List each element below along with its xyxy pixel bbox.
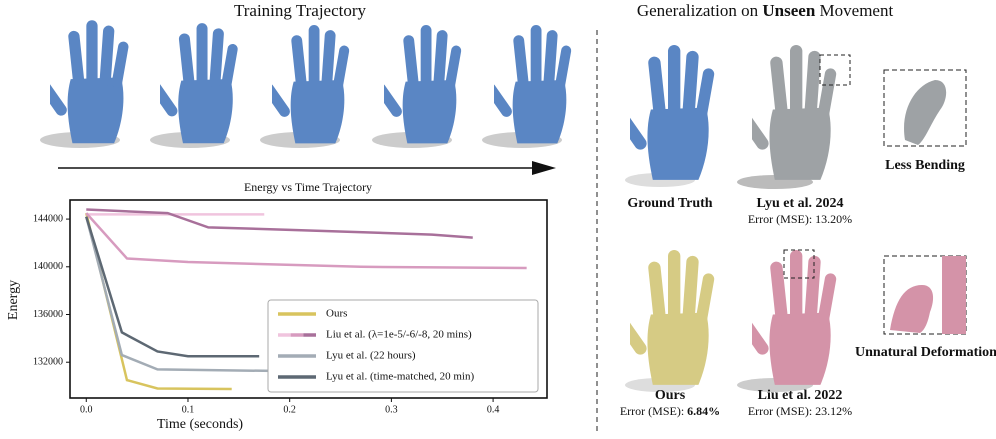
training-hands [40,20,572,148]
plot-frame [69,199,548,399]
training-title: Training Trajectory [234,1,367,20]
caption: Ours [655,388,686,403]
series-line [85,212,527,270]
x-tick-label: 0.4 [487,404,500,415]
chart-title: Energy vs Time Trajectory [244,180,372,194]
y-tick-label: 136000 [33,309,63,320]
caption: Ground Truth [627,196,712,211]
time-arrow [58,161,556,175]
error-text: Error (MSE): 13.20% [748,212,852,226]
y-tick-label: 132000 [33,357,63,368]
series-line [86,208,473,239]
caption: Less Bending [885,158,965,173]
y-tick-label: 140000 [33,261,63,272]
result-hands [625,44,967,392]
series-line [85,216,260,358]
x-axis-label: Time (seconds) [157,417,244,432]
caption: Unnatural Deformation [855,345,996,360]
x-tick-label: 0.2 [283,404,296,415]
legend: Ours Liu et al. (λ=1e-5/-6/-8, 20 mins) Ly… [267,299,539,393]
error-value: 6.84% [687,404,720,418]
generalization-title: Generalization on Unseen Movement [637,1,894,20]
title-emph: Unseen [762,1,815,20]
y-axis-label: Energy [6,280,21,320]
error-text: Error (MSE): 23.12% [748,404,852,418]
legend-label: Lyu et al. (22 hours) [326,350,416,362]
caption: Lyu et al. 2024 [756,196,843,211]
legend-box [267,299,539,393]
x-tick-label: 0.1 [182,404,195,415]
title-part: Movement [815,1,893,20]
x-tick-label: 0.0 [80,404,93,415]
legend-label: Liu et al. (λ=1e-5/-6/-8, 20 mins) [326,329,472,341]
error-text: Error (MSE): 6.84% [620,404,720,418]
y-tick-label: 144000 [33,213,63,224]
title-part: Generalization on [637,1,763,20]
series-line [85,216,290,373]
legend-label: Ours [326,308,347,320]
x-tick-label: 0.3 [385,404,398,415]
caption: Liu et al. 2022 [758,388,843,403]
legend-label: Lyu et al. (time-matched, 20 min) [326,371,474,383]
error-prefix: Error (MSE): [620,404,687,418]
